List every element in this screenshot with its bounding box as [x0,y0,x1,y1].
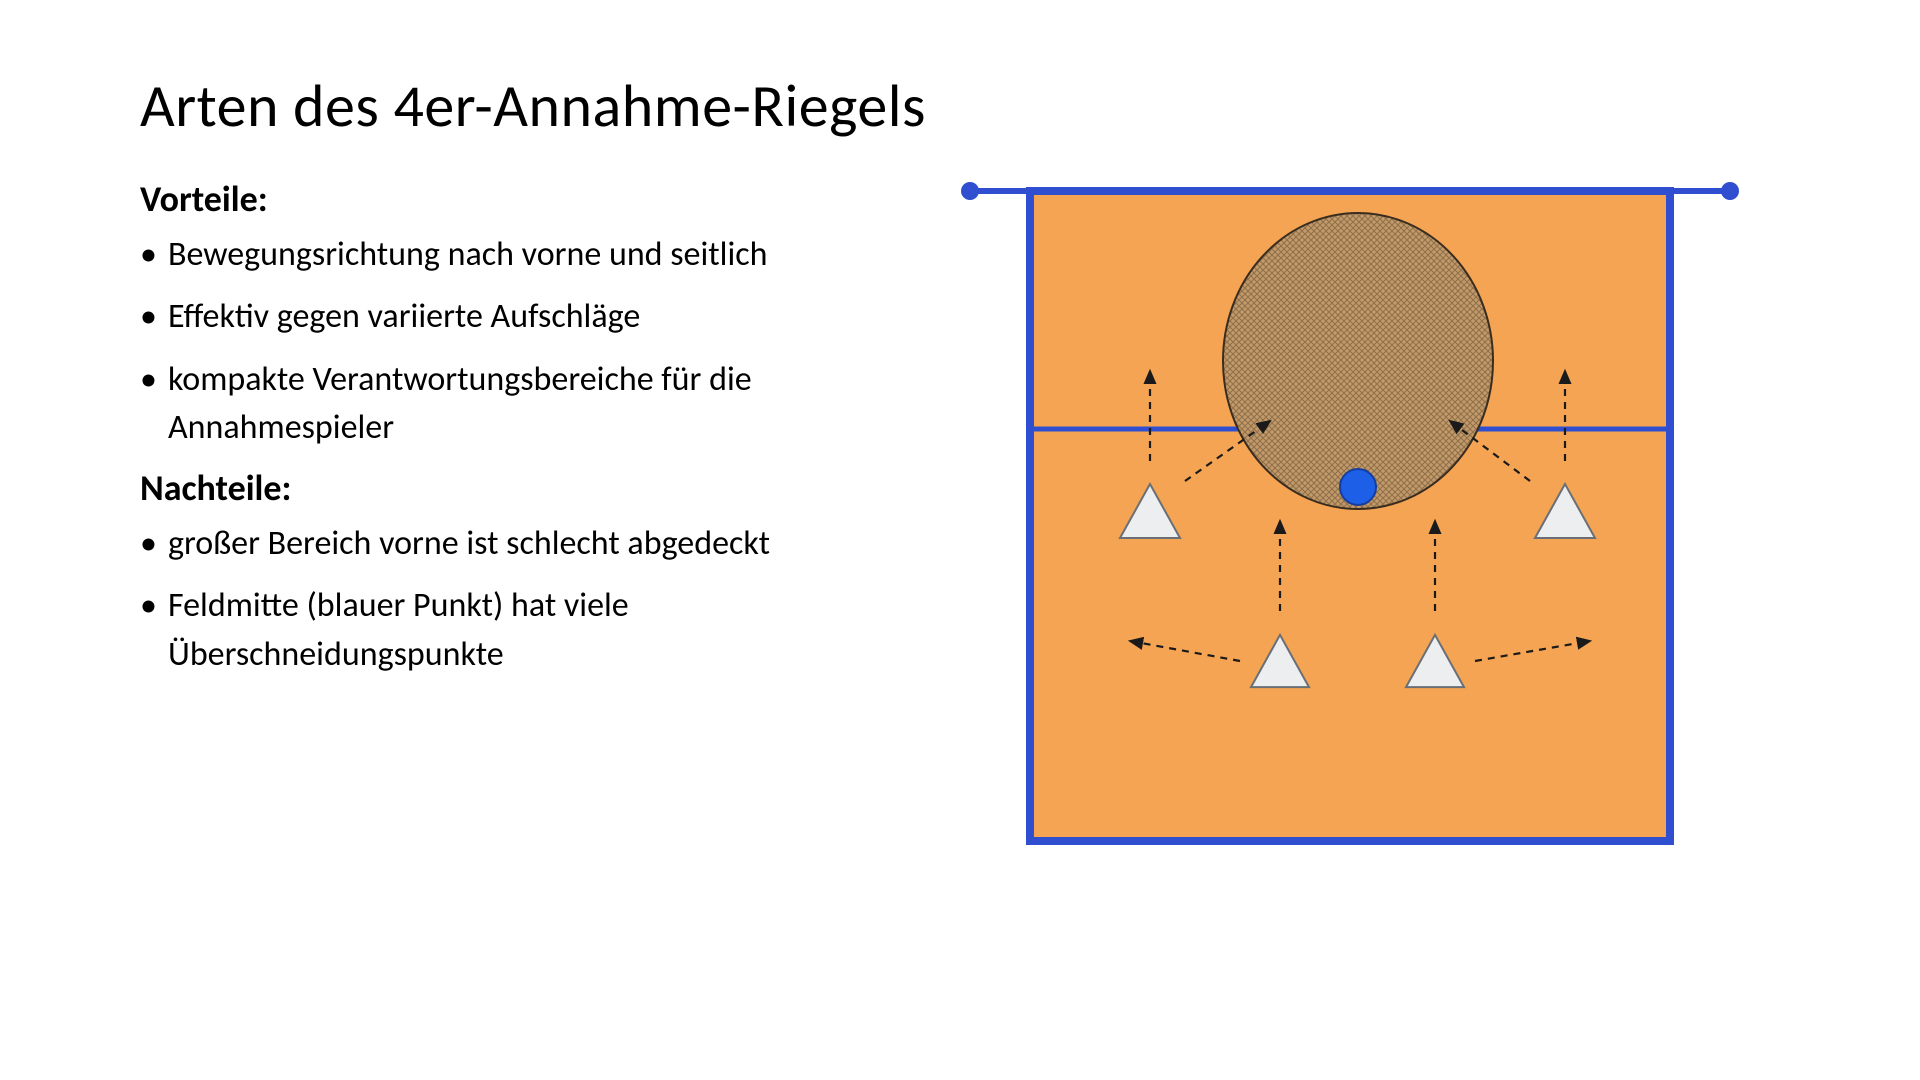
advantages-heading: Vorteile: [140,177,920,221]
disadvantages-heading: Nachteile: [140,466,920,510]
slide-content: Vorteile: Bewegungsrichtung nach vorne u… [140,171,1800,851]
text-column: Vorteile: Bewegungsrichtung nach vorne u… [140,171,920,851]
disadvantages-list: großer Bereich vorne ist schlecht abgede… [140,520,920,679]
advantages-list: Bewegungsrichtung nach vorne und seitlic… [140,231,920,452]
diagram-column [960,171,1800,851]
list-item: Effektiv gegen variierte Aufschläge [168,293,920,341]
list-item: Feldmitte (blauer Punkt) hat viele Übers… [168,582,920,679]
list-item: großer Bereich vorne ist schlecht abgede… [168,520,920,568]
slide: Arten des 4er-Annahme-Riegels Vorteile: … [0,0,1920,1080]
court-diagram [960,171,1740,851]
slide-title: Arten des 4er-Annahme-Riegels [140,70,1800,143]
list-item: Bewegungsrichtung nach vorne und seitlic… [168,231,920,279]
list-item: kompakte Verantwortungsbereiche für die … [168,356,920,453]
